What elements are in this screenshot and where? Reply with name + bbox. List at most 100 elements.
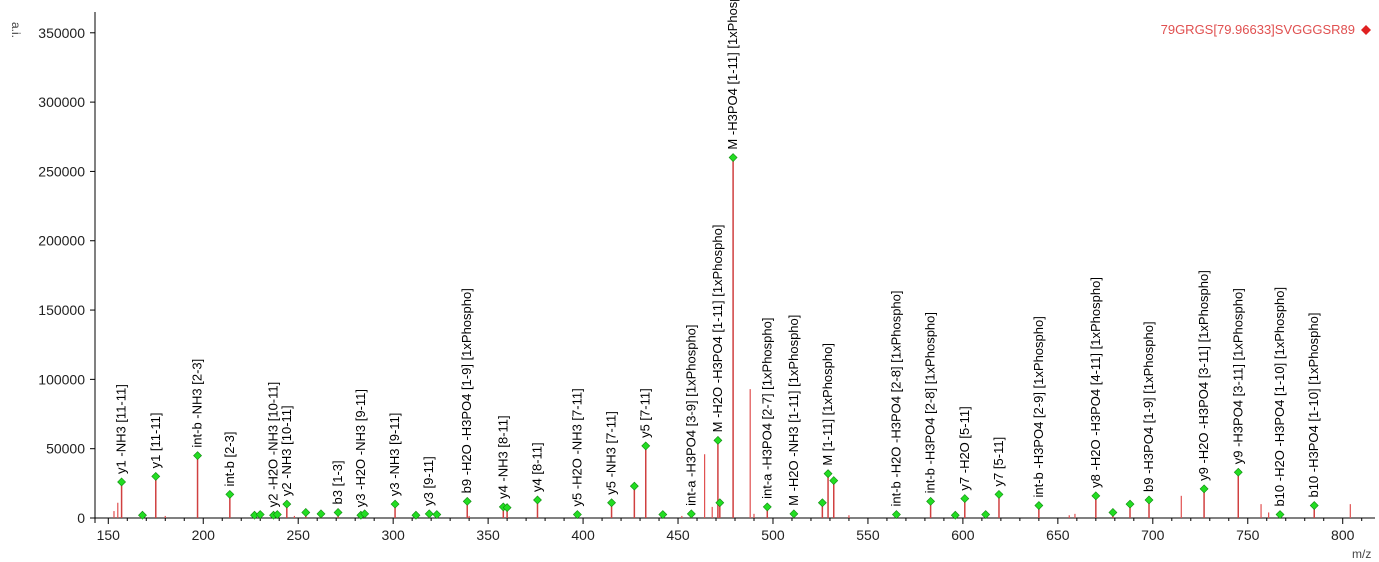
peak-marker bbox=[629, 481, 639, 491]
peak-marker bbox=[333, 508, 343, 517]
peak-label: y7 -H2O [5-11] bbox=[957, 406, 972, 490]
peak-marker bbox=[829, 476, 839, 485]
peak-label: y1 -NH3 [11-11] bbox=[114, 384, 129, 474]
peak-label: y3 -H2O -NH3 [9-11] bbox=[353, 389, 368, 507]
peak-label: b3 [1-3] bbox=[330, 460, 345, 504]
axis-ticks: 0 50000 100000 150000 200000 250000 300000 3500… bbox=[38, 25, 1363, 543]
peak-label: y7 [5-11] bbox=[991, 437, 1006, 487]
peak-label: y5 -NH3 [7-11] bbox=[604, 411, 619, 495]
peak-marker bbox=[117, 477, 127, 487]
peak-marker bbox=[981, 510, 991, 519]
peak-label: y9 -H3PO4 [3-11] [1xPhospho] bbox=[1230, 288, 1245, 464]
peak-marker bbox=[926, 496, 936, 506]
y-tick-label: 350000 bbox=[38, 25, 85, 41]
peak-marker bbox=[1233, 467, 1243, 477]
peak-marker bbox=[686, 509, 696, 519]
x-tick-label: 300 bbox=[381, 527, 405, 543]
peak-label: b10 -H2O -H3PO4 [1-10] [1xPhospho] bbox=[1272, 287, 1287, 507]
y-tick-label: 250000 bbox=[38, 163, 85, 179]
peak-marker bbox=[316, 509, 326, 519]
x-tick-label: 450 bbox=[666, 527, 690, 543]
peak-marker bbox=[641, 441, 651, 451]
peak-marker bbox=[1199, 484, 1209, 494]
peak-marker bbox=[1309, 501, 1319, 510]
chart-title: 79GRGS[79.96633]SVGGGSR89 bbox=[1161, 22, 1355, 37]
peak-label: int-b -H3PO4 [2-9] [1xPhospho] bbox=[1031, 316, 1046, 497]
peak-marker bbox=[1125, 499, 1135, 509]
peak-marker bbox=[950, 510, 960, 520]
peak-marker bbox=[138, 510, 147, 520]
x-tick-label: 200 bbox=[192, 527, 216, 543]
peak-marker bbox=[1108, 508, 1118, 517]
x-tick-label: 650 bbox=[1046, 527, 1070, 543]
peak-marker bbox=[533, 495, 542, 505]
y-tick-label: 150000 bbox=[38, 302, 85, 318]
peak-marker bbox=[255, 510, 265, 519]
peak-label: y3 [9-11] bbox=[421, 456, 436, 506]
peak-marker bbox=[462, 496, 472, 506]
peak-marker bbox=[360, 509, 370, 519]
x-tick-label: 150 bbox=[97, 527, 121, 543]
peak-marker bbox=[762, 502, 772, 512]
peaks bbox=[113, 153, 1351, 520]
peak-marker bbox=[282, 499, 292, 509]
peak-labels: y1 -NH3 [11-11] y1 [11-11] int-b -NH3 [2-3… bbox=[114, 0, 1322, 507]
peak-marker bbox=[502, 503, 512, 513]
peak-label: M [1-11] [1xPhospho] bbox=[820, 343, 835, 466]
x-tick-label: 250 bbox=[287, 527, 311, 543]
y-axis-title: a.i. bbox=[9, 22, 23, 38]
peak-label: y2 -NH3 [10-11] bbox=[279, 405, 294, 496]
x-tick-label: 800 bbox=[1331, 527, 1355, 543]
peak-label: b10 -H3PO4 [1-10] [1xPhospho] bbox=[1306, 313, 1321, 498]
peak-label: y5 -H2O -NH3 [7-11] bbox=[569, 388, 584, 506]
peak-label: y3 -NH3 [9-11] bbox=[387, 413, 402, 497]
peak-label: y5 [7-11] bbox=[638, 388, 653, 438]
peak-label: b9 -H3PO4 [1-9] [1xPhospho] bbox=[1141, 321, 1156, 492]
peak-marker bbox=[432, 510, 442, 519]
peak-marker bbox=[1144, 495, 1154, 505]
peak-label: M -H2O -H3PO4 [1-11] [1xPhospho] bbox=[710, 225, 725, 433]
peak-marker bbox=[1275, 510, 1285, 519]
x-tick-label: 700 bbox=[1141, 527, 1165, 543]
x-tick-label: 750 bbox=[1236, 527, 1260, 543]
x-axis-title: m/z bbox=[1352, 547, 1371, 561]
peak-marker bbox=[994, 490, 1004, 499]
peak-marker bbox=[823, 469, 833, 479]
peak-marker bbox=[960, 494, 970, 504]
y-tick-label: 100000 bbox=[38, 371, 85, 387]
peak-marker bbox=[891, 510, 901, 519]
peak-label: int-b [2-3] bbox=[222, 432, 237, 487]
peak-marker bbox=[390, 499, 400, 509]
x-tick-label: 600 bbox=[951, 527, 975, 543]
peak-marker bbox=[193, 451, 202, 461]
y-tick-label: 200000 bbox=[38, 233, 85, 249]
peak-marker bbox=[789, 509, 799, 519]
peak-marker bbox=[817, 498, 827, 508]
peak-marker bbox=[1091, 491, 1101, 501]
peak-label: int-a -H3PO4 [3-9] [1xPhospho] bbox=[683, 324, 698, 505]
peak-marker bbox=[151, 471, 161, 481]
y-tick-label: 50000 bbox=[46, 441, 85, 457]
peak-marker bbox=[713, 435, 723, 445]
peak-marker bbox=[572, 510, 582, 519]
peak-label: y4 -NH3 [8-11] bbox=[495, 415, 510, 499]
peak-label: y8 -H2O -H3PO4 [4-11] [1xPhospho] bbox=[1088, 277, 1103, 488]
peak-label: int-b -H3PO4 [2-8] [1xPhospho] bbox=[923, 312, 938, 493]
peak-label: b9 -H2O -H3PO4 [1-9] [1xPhospho] bbox=[459, 288, 474, 493]
peak-marker bbox=[272, 510, 282, 519]
peak-marker bbox=[728, 153, 738, 162]
peak-label: int-b -NH3 [2-3] bbox=[190, 359, 205, 448]
peak-marker bbox=[658, 510, 668, 519]
x-tick-label: 400 bbox=[571, 527, 595, 543]
peak-marker bbox=[411, 510, 421, 520]
x-tick-label: 500 bbox=[761, 527, 785, 543]
peak-marker bbox=[225, 490, 235, 499]
peak-label: int-b -H2O -H3PO4 [2-8] [1xPhospho] bbox=[888, 290, 903, 506]
peak-marker bbox=[715, 498, 725, 508]
y-tick-label: 300000 bbox=[38, 94, 85, 110]
peak-marker bbox=[301, 508, 311, 517]
y-tick-label: 0 bbox=[77, 510, 85, 526]
x-tick-label: 550 bbox=[856, 527, 880, 543]
peak-marker bbox=[424, 509, 434, 519]
